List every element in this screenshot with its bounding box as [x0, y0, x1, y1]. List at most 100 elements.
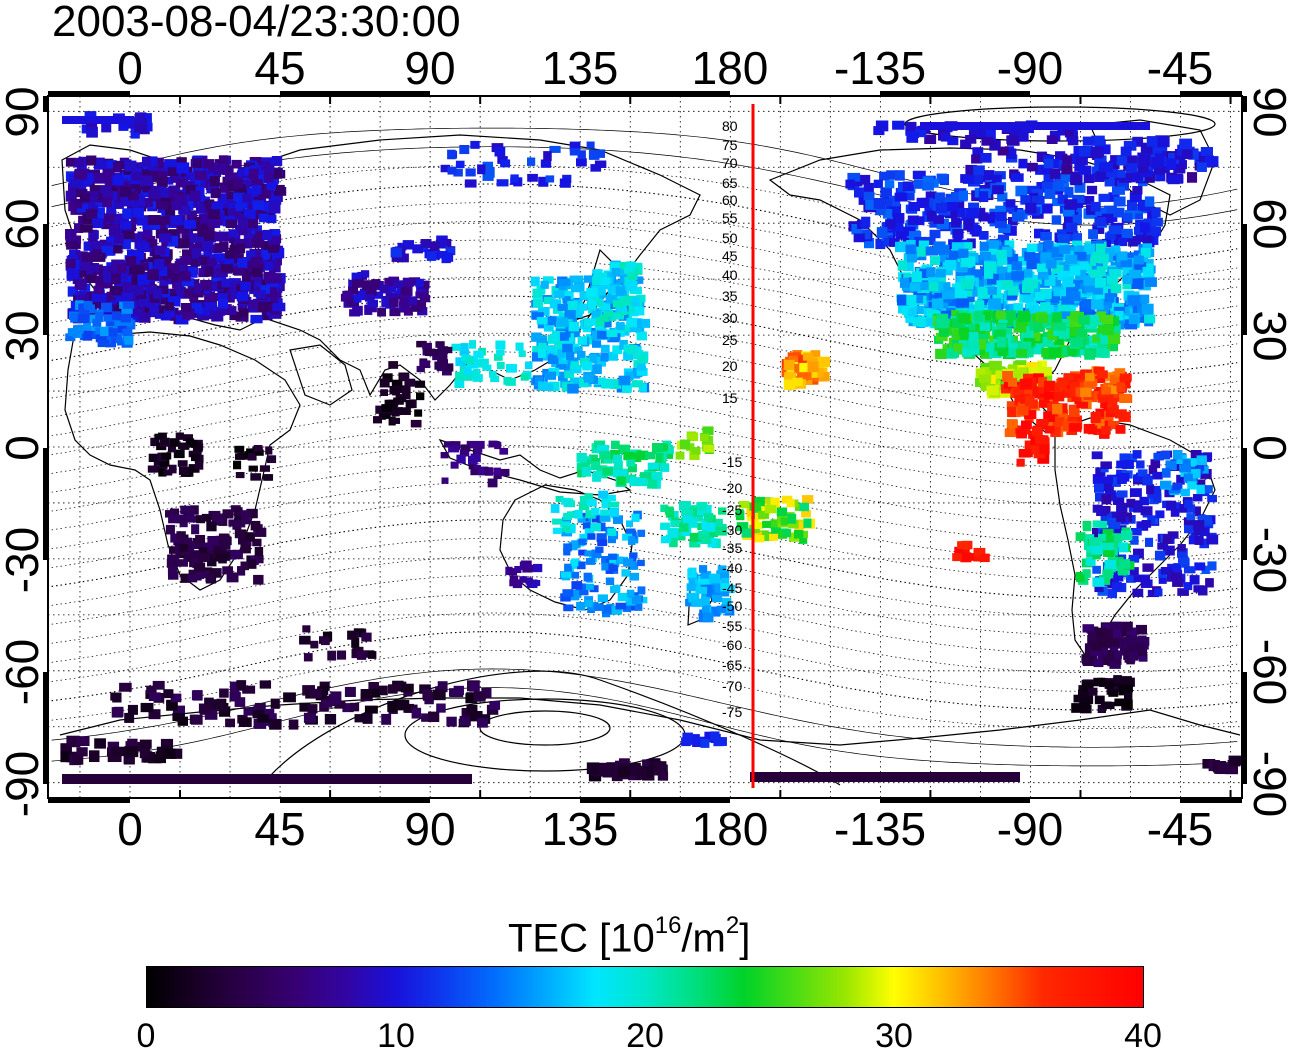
- tec-cell: [1114, 368, 1126, 377]
- tec-cell: [134, 249, 145, 261]
- map-title: 2003-08-04/23:30:00: [52, 0, 461, 46]
- tec-cell: [243, 707, 256, 716]
- tec-cell: [863, 191, 875, 201]
- frame-bar-bottom: [880, 798, 1030, 803]
- tec-cell: [1110, 155, 1122, 166]
- frame-bar-top: [1180, 91, 1242, 96]
- tec-cell: [963, 219, 974, 231]
- tec-cell: [174, 194, 188, 203]
- tec-cell: [1121, 228, 1133, 239]
- tec-cell: [347, 630, 358, 640]
- tec-cell: [116, 263, 127, 273]
- tec-cell: [344, 686, 356, 697]
- tec-cell: [1101, 213, 1114, 224]
- tec-cell: [269, 229, 280, 238]
- tec-cell: [954, 282, 965, 293]
- tec-cell: [1082, 682, 1094, 692]
- tec-cell: [248, 299, 261, 310]
- tec-cell: [579, 378, 589, 388]
- tec-cell: [388, 361, 399, 369]
- tec-cell: [158, 432, 167, 439]
- tec-cell: [607, 528, 617, 536]
- tec-cell: [66, 269, 80, 279]
- tec-cell: [415, 278, 424, 288]
- tec-cell: [1124, 691, 1133, 701]
- tec-cell: [208, 510, 221, 520]
- tec-cell: [1124, 319, 1138, 330]
- tec-cell: [237, 566, 246, 576]
- tec-cell: [690, 507, 702, 517]
- tec-cell: [608, 501, 620, 508]
- tec-cell: [1187, 481, 1197, 490]
- tec-cell: [402, 240, 415, 250]
- tec-cell: [154, 246, 166, 256]
- tec-cell: [1122, 279, 1134, 290]
- tec-cell: [137, 169, 149, 178]
- tec-cell: [229, 244, 240, 254]
- tec-cell: [978, 333, 989, 344]
- tec-cell: [562, 589, 574, 597]
- tec-cell: [470, 370, 479, 379]
- tec-cell: [907, 215, 920, 226]
- tec-cell: [1057, 234, 1070, 245]
- tec-cell: [229, 681, 240, 693]
- tec-cell: [1165, 460, 1177, 471]
- tec-cell: [201, 542, 212, 551]
- tec-cell: [700, 571, 712, 579]
- tec-cell: [799, 534, 808, 544]
- frame-bar-top: [48, 91, 130, 96]
- tec-cell: [1022, 293, 1034, 303]
- tec-cell: [130, 128, 140, 139]
- tec-cell: [996, 249, 1007, 259]
- tec-cell: [1112, 656, 1122, 665]
- tec-cell: [534, 376, 544, 387]
- tec-cell: [111, 333, 123, 344]
- tec-cell: [270, 698, 280, 709]
- tec-cell: [1128, 235, 1138, 247]
- tec-cell: [172, 713, 185, 722]
- tec-cell: [980, 349, 993, 359]
- tec-cell: [1134, 262, 1147, 272]
- tec-cell: [361, 632, 372, 642]
- tec-cell: [1107, 631, 1119, 641]
- tec-cell: [986, 240, 999, 249]
- tec-cell: [1201, 485, 1213, 494]
- tec-cell: [169, 546, 178, 554]
- tec-cell: [1041, 347, 1055, 358]
- tec-cell: [60, 751, 71, 763]
- tec-cell: [1092, 633, 1103, 643]
- tec-cell: [66, 735, 80, 748]
- tec-cell: [212, 231, 223, 242]
- tec-cell: [714, 584, 723, 594]
- tec-cell: [555, 496, 564, 503]
- mlat-label: 40: [722, 267, 738, 283]
- tec-cell: [974, 346, 985, 356]
- tec-cell: [1061, 296, 1075, 305]
- tec-cell: [416, 340, 427, 348]
- tec-cell: [710, 731, 720, 741]
- tec-cell: [1094, 277, 1107, 288]
- tec-cell: [927, 210, 937, 222]
- tec-cell: [1114, 409, 1127, 419]
- tec-cell: [1026, 279, 1038, 289]
- tec-cell: [1091, 135, 1105, 146]
- tec-cell: [1132, 171, 1144, 181]
- tec-cell: [995, 217, 1007, 229]
- tec-cell: [255, 290, 266, 299]
- tec-cell: [1042, 288, 1052, 299]
- frame-bar-right: [1242, 96, 1247, 112]
- tec-cell: [1133, 209, 1143, 220]
- tec-cell: [987, 274, 999, 285]
- tec-cell: [92, 300, 106, 309]
- tec-cell: [1050, 426, 1061, 437]
- tec-cell: [721, 597, 732, 607]
- tec-cell: [978, 212, 989, 222]
- tec-cell: [998, 224, 1011, 234]
- tec-cell: [583, 275, 596, 283]
- tec-cell: [390, 409, 401, 416]
- tec-cell: [1163, 545, 1175, 556]
- tec-cell: [77, 314, 90, 324]
- tec-cell: [107, 750, 122, 763]
- mlat-label: 70: [722, 155, 738, 171]
- tec-cell: [189, 439, 198, 448]
